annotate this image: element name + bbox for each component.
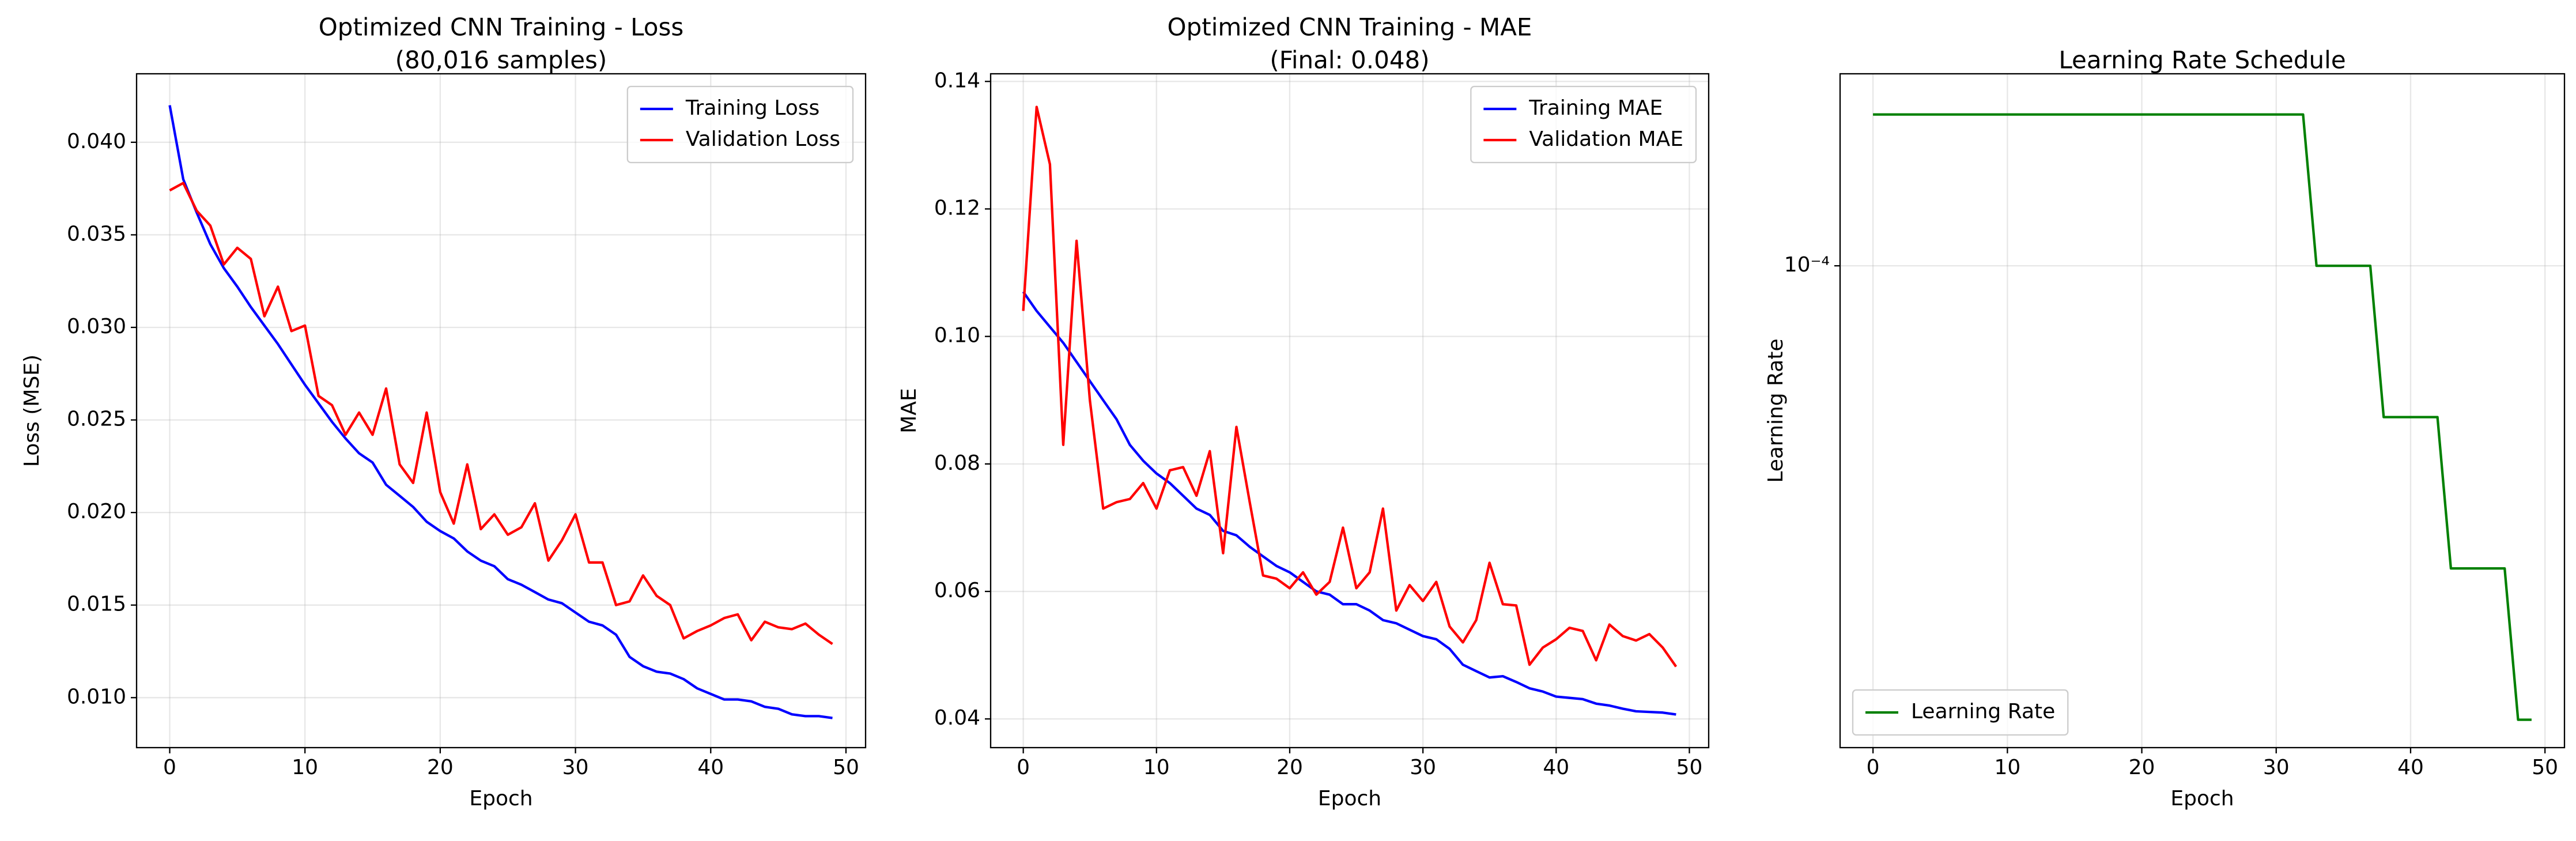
y-tick-label: 0.12 <box>934 196 980 220</box>
axes-frame <box>989 73 1710 749</box>
x-tick-label: 0 <box>1017 756 1030 779</box>
series-line <box>169 182 833 645</box>
legend-label: Learning Rate <box>1911 700 2055 723</box>
chart-title: Learning Rate Schedule <box>2058 46 2345 74</box>
x-tick-label: 10 <box>1143 756 1170 779</box>
y-tick-label: 0.035 <box>67 222 126 246</box>
x-tick-label: 30 <box>2263 756 2290 779</box>
x-tick-label: 50 <box>833 756 859 779</box>
series-line <box>168 105 833 719</box>
axes-frame <box>135 73 867 749</box>
y-tick-label: 0.025 <box>67 408 126 431</box>
x-tick-label: 40 <box>1543 756 1569 779</box>
series-line <box>1022 105 1678 667</box>
x-tick-label: 30 <box>562 756 589 779</box>
subplot: Optimized CNN Training - Loss (80,016 sam… <box>20 13 867 810</box>
y-tick-label: 0.040 <box>67 130 126 153</box>
x-tick-label: 0 <box>1867 756 1880 779</box>
x-tick-label: 10 <box>292 756 318 779</box>
x-axis-label: Epoch <box>2170 787 2234 810</box>
chart-subtitle: (Final: 0.048) <box>1270 46 1429 74</box>
x-tick-label: 20 <box>1276 756 1303 779</box>
y-tick-label: 10⁻⁴ <box>1784 253 1830 277</box>
x-tick-label: 20 <box>2129 756 2155 779</box>
x-tick-label: 30 <box>1410 756 1436 779</box>
x-tick-label: 50 <box>1676 756 1703 779</box>
legend-label: Training MAE <box>1528 96 1663 120</box>
subplot: Optimized CNN Training - MAE (Final: 0.04… <box>897 13 1710 810</box>
y-tick-label: 0.010 <box>67 685 126 708</box>
y-tick-label: 0.030 <box>67 315 126 338</box>
chart-title: Optimized CNN Training - Loss <box>319 13 684 42</box>
y-tick-label: 0.10 <box>934 324 980 348</box>
axes-frame <box>1839 73 2566 749</box>
y-tick-label: 0.08 <box>934 451 980 475</box>
legend-box <box>1852 689 2069 736</box>
x-tick-label: 10 <box>1994 756 2020 779</box>
subplot: Learning Rate Schedule 0 10 20 30 40 50 10⁻⁴ Epo… <box>1764 46 2566 810</box>
legend-box <box>1470 85 1697 164</box>
x-axis-label: Epoch <box>469 787 532 810</box>
chart-subtitle: (80,016 samples) <box>395 46 607 74</box>
legend-box <box>626 85 854 164</box>
series-line <box>1022 291 1676 716</box>
x-tick-label: 50 <box>2532 756 2558 779</box>
x-tick-label: 0 <box>163 756 176 779</box>
y-tick-label: 0.14 <box>934 69 980 92</box>
y-axis-label: Loss (MSE) <box>20 354 44 467</box>
y-tick-label: 0.06 <box>934 579 980 602</box>
x-axis-label: Epoch <box>1318 787 1381 810</box>
y-tick-label: 0.015 <box>67 593 126 616</box>
y-tick-label: 0.020 <box>67 500 126 523</box>
x-tick-label: 20 <box>427 756 454 779</box>
y-tick-label: 0.04 <box>934 706 980 730</box>
x-tick-label: 40 <box>2397 756 2424 779</box>
chart-title: Optimized CNN Training - MAE <box>1168 13 1532 42</box>
legend-label: Validation Loss <box>686 127 840 151</box>
y-axis-label: MAE <box>897 388 921 433</box>
series-line <box>1873 113 2532 721</box>
x-tick-label: 40 <box>697 756 724 779</box>
legend-label: Validation MAE <box>1529 127 1683 151</box>
y-axis-label: Learning Rate <box>1764 338 1788 482</box>
legend-label: Training Loss <box>685 96 819 120</box>
